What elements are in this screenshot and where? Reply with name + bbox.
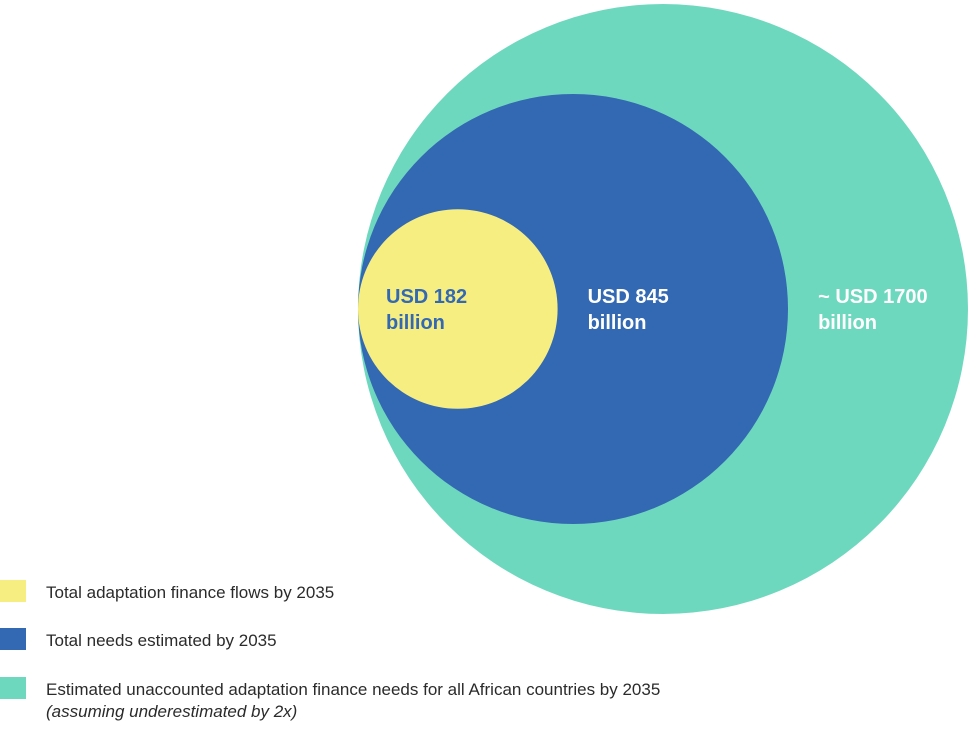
bubble-label-0: ~ USD 1700 billion	[818, 286, 928, 334]
bubble-label-line: USD 845	[588, 286, 669, 308]
bubble-label-line: billion	[386, 312, 445, 334]
legend-label: Estimated unaccounted adaptation finance…	[46, 679, 660, 723]
bubble-label-line: billion	[588, 312, 647, 334]
legend-item-1: Total needs estimated by 2035	[0, 623, 960, 663]
bubble-2	[358, 209, 558, 409]
legend-swatch	[0, 580, 26, 602]
legend-label-text: Estimated unaccounted adaptation finance…	[46, 680, 661, 699]
legend-label-text: Total needs estimated by 2035	[46, 631, 277, 650]
legend-swatch	[0, 628, 26, 650]
legend-item-2: Total adaptation finance flows by 2035	[0, 575, 960, 615]
bubble-label-2: USD 182 billion	[386, 286, 467, 334]
legend-label: Total adaptation finance flows by 2035	[46, 582, 334, 604]
legend-label-text: Total adaptation finance flows by 2035	[46, 583, 335, 602]
bubble-label-line: USD 182	[386, 286, 467, 308]
bubble-1	[358, 94, 788, 524]
bubble-label-1: USD 845 billion	[588, 286, 669, 334]
legend-item-0: Estimated unaccounted adaptation finance…	[0, 672, 960, 721]
bubble-label-line: ~ USD 1700	[818, 286, 928, 308]
legend-swatch	[0, 677, 26, 699]
bubble-label-line: billion	[818, 312, 877, 334]
legend-label: Total needs estimated by 2035	[46, 630, 277, 652]
legend-label-note: (assuming underestimated by 2x)	[46, 702, 298, 721]
